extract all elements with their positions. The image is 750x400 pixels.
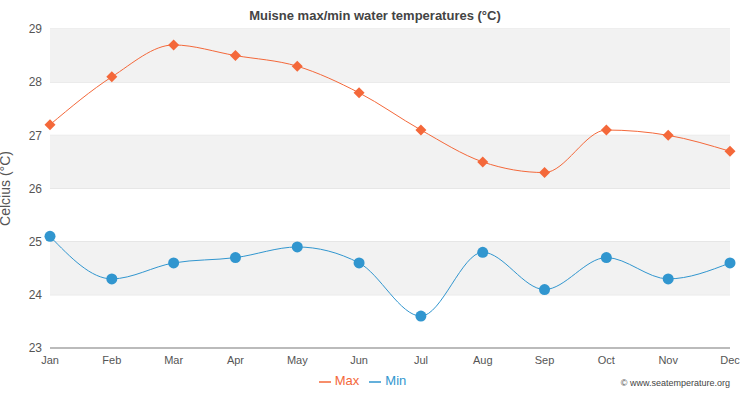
html-text:Min: Min (385, 373, 407, 388)
svg-text:Nov: Nov (658, 354, 678, 366)
svg-text:May: May (287, 354, 308, 366)
svg-text:Jan: Jan (41, 354, 59, 366)
svg-text:Apr: Apr (227, 354, 244, 366)
html-text:Max: Max (334, 373, 360, 388)
svg-text:Jun: Jun (350, 354, 368, 366)
svg-text:28: 28 (29, 75, 43, 89)
svg-text:26: 26 (29, 182, 43, 196)
svg-text:29: 29 (29, 22, 43, 36)
html-text:Muisne max/min water temperatu: Muisne max/min water temperatures (°C) (249, 8, 501, 23)
svg-text:Feb: Feb (102, 354, 121, 366)
svg-text:27: 27 (29, 129, 43, 143)
svg-text:Aug: Aug (473, 354, 493, 366)
svg-text:Oct: Oct (598, 354, 615, 366)
svg-text:25: 25 (29, 235, 43, 249)
html-text:© www.seatemperature.org: © www.seatemperature.org (620, 378, 730, 388)
svg-text:24: 24 (29, 288, 43, 302)
svg-text:Celcius (°C): Celcius (°C) (8, 151, 13, 226)
svg-text:Jul: Jul (414, 354, 428, 366)
svg-text:Sep: Sep (535, 354, 555, 366)
svg-text:Mar: Mar (164, 354, 183, 366)
svg-text:23: 23 (29, 341, 43, 355)
svg-text:Dec: Dec (720, 354, 740, 366)
